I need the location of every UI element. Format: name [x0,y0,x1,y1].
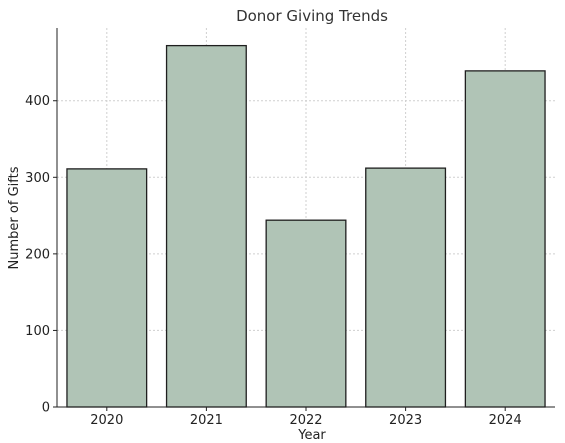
bar-2022 [265,219,347,408]
x-tick-label: 2020 [90,413,123,428]
bar-2024 [464,70,546,408]
bar-2023 [365,167,447,408]
bar-2021 [165,44,247,408]
y-tick-label: 100 [25,324,50,339]
y-tick-label: 300 [25,171,50,186]
bars-layer [66,44,546,408]
y-axis-label: Number of Gifts [7,166,22,269]
y-tick-label: 400 [25,94,50,109]
chart-title: Donor Giving Trends [236,7,388,25]
x-tick-label: 2022 [289,413,322,428]
bar-2020 [66,168,148,408]
y-tick-label: 0 [42,401,50,416]
x-tick-label: 2021 [190,413,223,428]
x-tick-label: 2023 [389,413,422,428]
x-axis-label: Year [297,428,326,443]
y-tick-label: 200 [25,247,50,262]
x-tick-label: 2024 [489,413,522,428]
ticks-layer: 2020 2021 2022 2023 2024 0 100 200 300 400 [25,94,522,428]
